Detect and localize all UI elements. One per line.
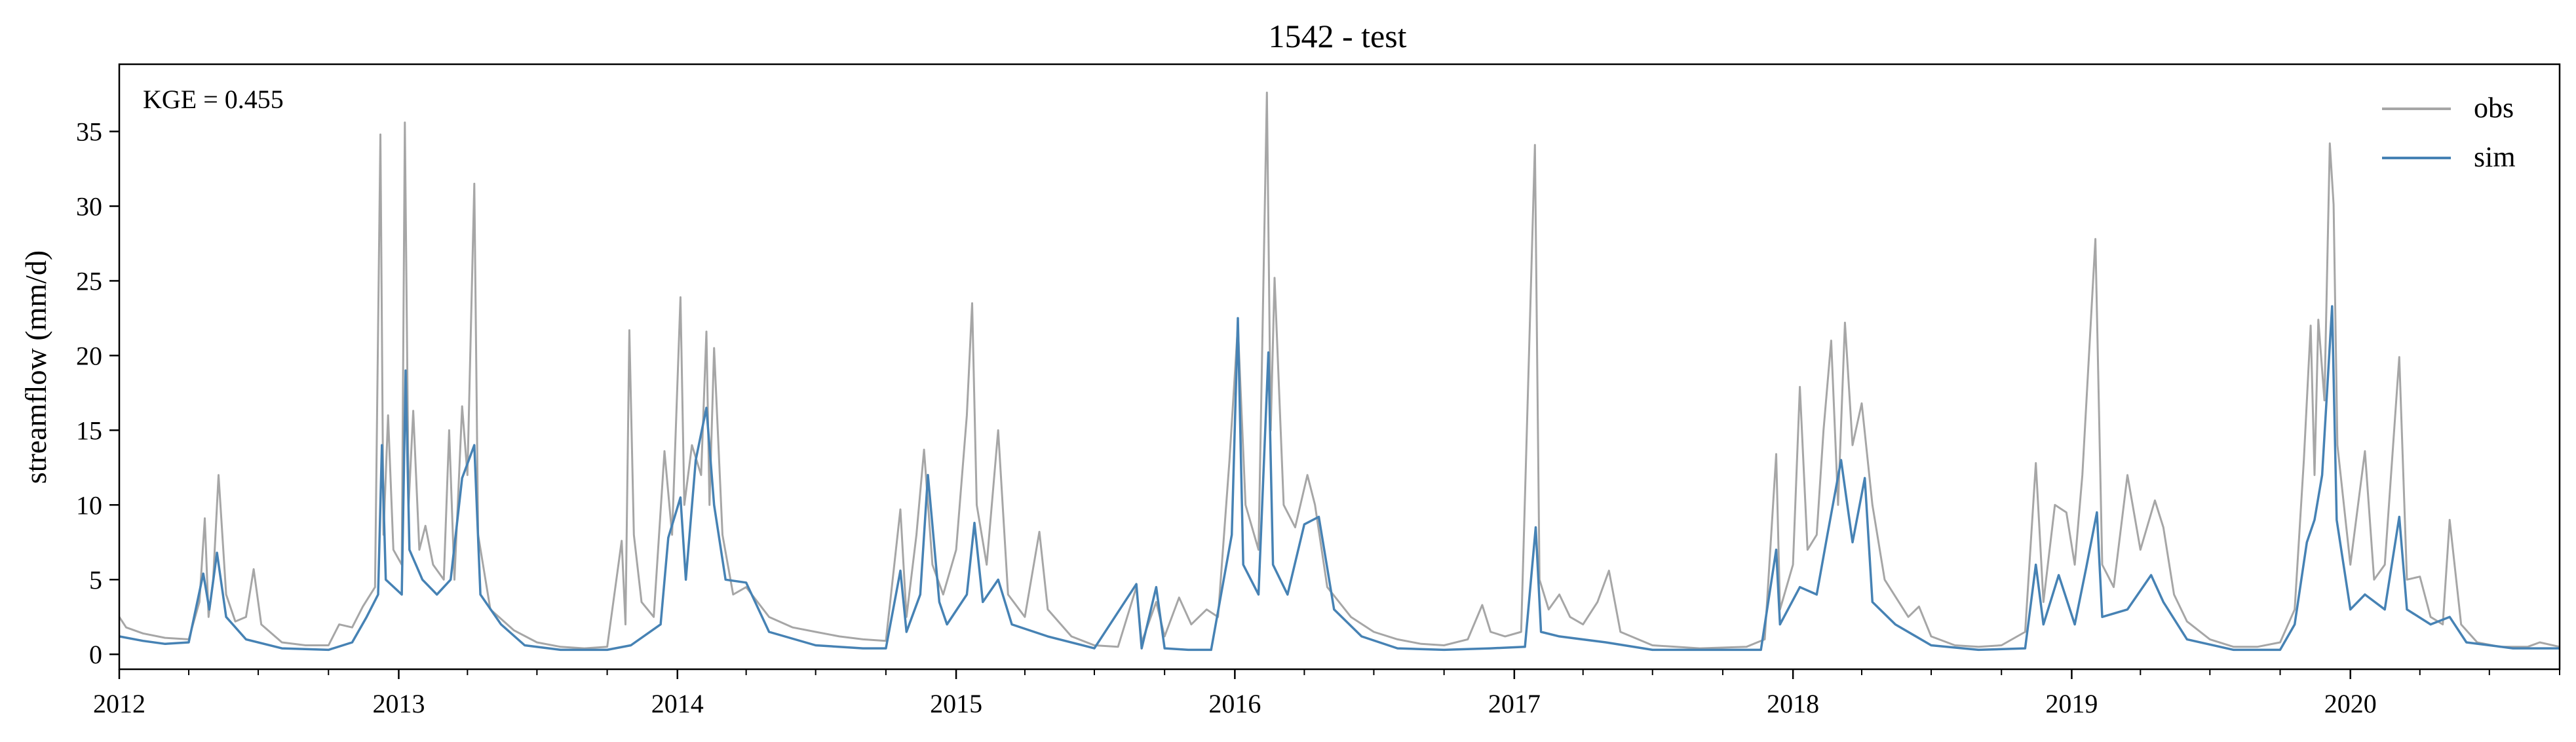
x-tick-label: 2014 xyxy=(651,689,704,718)
series-line-sim xyxy=(119,305,2560,652)
x-tick-label: 2016 xyxy=(1208,689,1261,718)
y-tick-label: 30 xyxy=(76,192,102,222)
chart-title: 1542 - test xyxy=(1268,18,1406,54)
kge-annotation: KGE = 0.455 xyxy=(143,85,284,114)
x-tick-label: 2020 xyxy=(2324,689,2377,718)
y-tick-label: 0 xyxy=(89,640,102,669)
y-tick-label: 35 xyxy=(76,117,102,147)
legend-sim-label: sim xyxy=(2474,141,2516,173)
y-tick-label: 10 xyxy=(76,490,102,520)
plot-area xyxy=(118,91,2560,652)
x-tick-label: 2015 xyxy=(930,689,982,718)
y-axis-title: streamflow (mm/d) xyxy=(19,250,52,484)
y-tick-label: 20 xyxy=(76,341,102,370)
x-tick-label: 2018 xyxy=(1767,689,1819,718)
axes-frame xyxy=(118,63,2561,671)
x-tick-label: 2013 xyxy=(372,689,425,718)
legend: obs sim xyxy=(2382,92,2516,173)
y-axis: 0 5 10 15 20 25 30 35 xyxy=(76,117,119,669)
x-axis: 2012 2013 2014 2015 2016 2017 2018 2019 2020 xyxy=(93,669,2560,718)
y-tick-label: 15 xyxy=(76,416,102,445)
x-tick-label: 2012 xyxy=(93,689,145,718)
x-tick-label: 2017 xyxy=(1488,689,1541,718)
y-tick-label: 25 xyxy=(76,266,102,296)
legend-obs-label: obs xyxy=(2474,92,2514,124)
x-tick-label: 2019 xyxy=(2045,689,2098,718)
y-tick-label: 5 xyxy=(89,565,102,595)
